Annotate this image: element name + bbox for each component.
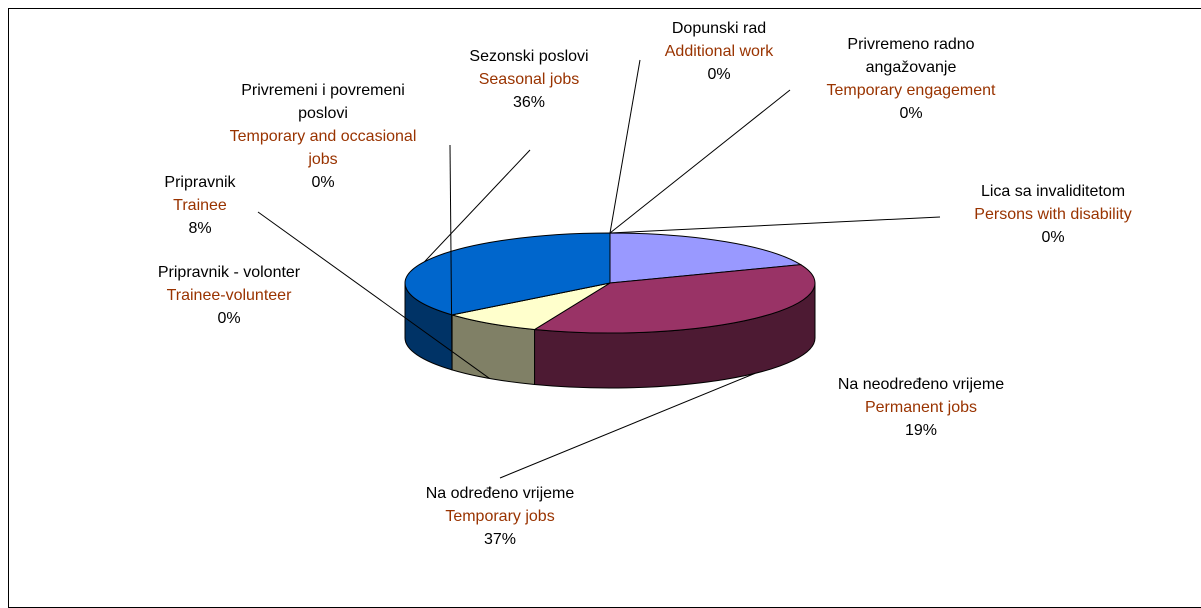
- leader-line: [609, 216, 941, 234]
- slice: [609, 232, 803, 284]
- slice-label: Sezonski poslovi Seasonal jobs 36%: [449, 45, 609, 114]
- leader-line: [499, 372, 756, 479]
- slice-label: Lica sa invaliditetom Persons with disabi…: [933, 180, 1173, 249]
- slice-name-en: Temporary jobs: [445, 508, 555, 525]
- leader-line: [424, 149, 531, 263]
- value-label: 36%: [512, 94, 546, 111]
- slice-name: Na neodređeno vrijeme: [837, 376, 1005, 393]
- value-label: 0%: [899, 105, 923, 122]
- value-label: 19%: [904, 422, 938, 439]
- value-label: 0%: [217, 310, 241, 327]
- slice-name-en: Persons with disability: [974, 206, 1132, 223]
- value-label: 37%: [483, 531, 517, 548]
- value-label: 0%: [707, 66, 731, 83]
- leader-line: [609, 89, 791, 234]
- leader-line: [449, 144, 453, 370]
- slice-label: Na neodređeno vrijeme Permanent jobs 19%: [791, 373, 1051, 442]
- slice-label: Privremeni i povremeni poslovi Temporary …: [223, 79, 423, 194]
- slice-label: Pripravnik - volonter Trainee-volunteer 0%: [119, 261, 339, 330]
- slice-label: Pripravnik Trainee 8%: [140, 171, 260, 240]
- slice-name: Pripravnik: [164, 174, 236, 191]
- slice-name-en: Trainee: [173, 197, 227, 214]
- slice-label: Na određeno vrijeme Temporary jobs 37%: [390, 482, 610, 551]
- slice-name-en: Seasonal jobs: [478, 71, 580, 88]
- value-label: 8%: [188, 220, 212, 237]
- slice-name-en: Additional work: [664, 43, 774, 60]
- slice-name: Dopunski rad: [671, 20, 767, 37]
- slice-name: Na određeno vrijeme: [425, 485, 575, 502]
- value-label: 0%: [1041, 229, 1065, 246]
- slice-name: Lica sa invaliditetom: [980, 183, 1126, 200]
- leader-line: [609, 59, 641, 234]
- slice-name: Sezonski poslovi: [469, 48, 589, 65]
- slice-name-en: Permanent jobs: [864, 399, 978, 416]
- slice-name-en: Temporary and occasional jobs: [229, 128, 417, 168]
- slice-name-en: Trainee-volunteer: [166, 287, 292, 304]
- slice-name-en: Temporary engagement: [826, 82, 996, 99]
- leader-line: [257, 211, 490, 379]
- slice: [533, 264, 816, 334]
- slice-name: Pripravnik - volonter: [157, 264, 301, 281]
- slice-label: Privremeno radno angažovanje Temporary en…: [811, 33, 1011, 125]
- slice-label: Dopunski rad Additional work 0%: [639, 17, 799, 86]
- slice-name: Privremeno radno angažovanje: [847, 36, 975, 76]
- slice: [451, 282, 611, 331]
- value-label: 0%: [311, 174, 335, 191]
- slice-name: Privremeni i povremeni poslovi: [241, 82, 405, 122]
